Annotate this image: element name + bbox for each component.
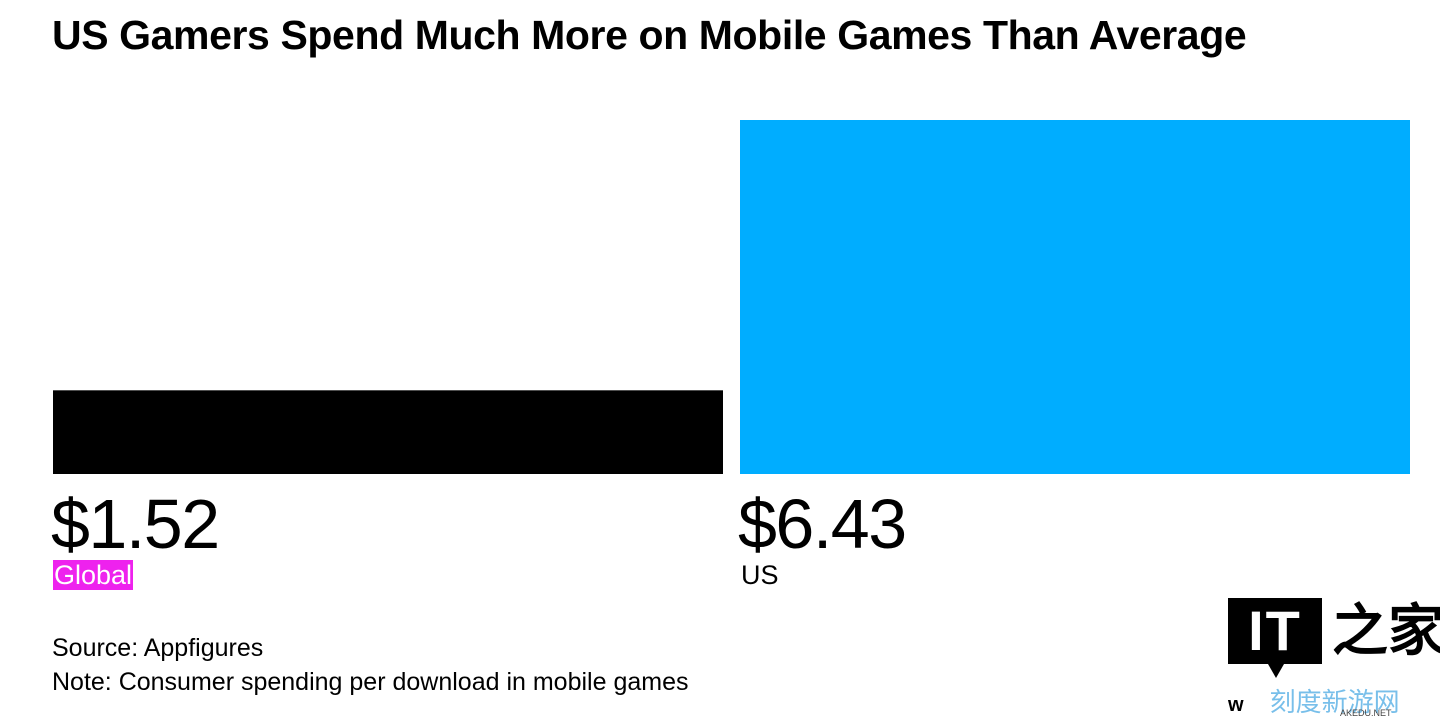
bar-global	[53, 390, 723, 474]
value-label-us: $6.43	[738, 485, 907, 563]
logo-brush-text: 之家	[1332, 598, 1440, 664]
logo-it-icon: IT	[1228, 598, 1322, 678]
value-label-global: $1.52	[51, 485, 220, 563]
category-label-us: US	[741, 560, 779, 590]
logo-subtitle: w 刻度新游网	[1228, 682, 1400, 719]
category-label-global: Global	[53, 560, 134, 590]
bar-us	[740, 120, 1410, 474]
logo-domain: AKEDU.NET	[1340, 708, 1392, 718]
logo-sub-text: 刻度新游网	[1269, 687, 1400, 717]
footnote: Note: Consumer spending per download in …	[52, 668, 689, 696]
logo-sub-prefix: w	[1228, 694, 1244, 716]
watermark-logo: IT 之家 w 刻度新游网 AKEDU.NET	[1228, 598, 1440, 719]
source-note: Source: Appfigures	[52, 634, 264, 662]
chart-title: US Gamers Spend Much More on Mobile Game…	[52, 12, 1247, 58]
